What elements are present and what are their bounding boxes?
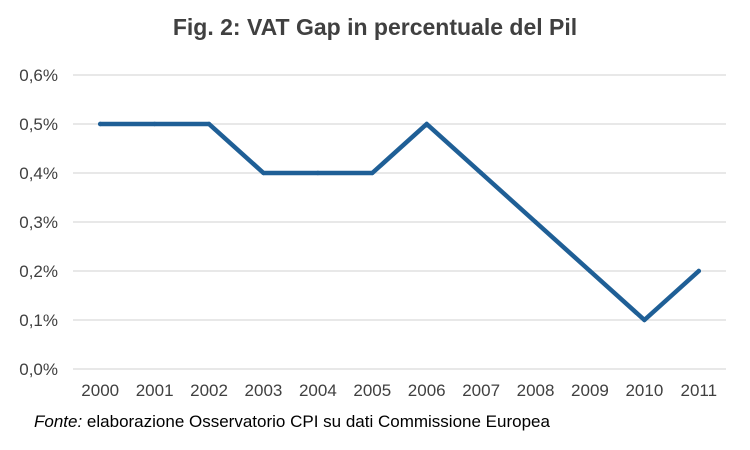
x-tick-label: 2009 (571, 381, 609, 400)
x-tick-label: 2001 (136, 381, 174, 400)
x-tick-label: 2005 (353, 381, 391, 400)
source-note: Fonte: elaborazione Osservatorio CPI su … (34, 412, 550, 432)
data-point (315, 170, 321, 176)
data-point (261, 170, 266, 176)
y-tick-label: 0,2% (19, 262, 58, 281)
data-point (424, 121, 429, 127)
x-tick-label: 2007 (462, 381, 500, 400)
x-tick-label: 2004 (299, 381, 337, 400)
y-tick-label: 0,3% (19, 213, 58, 232)
data-point (206, 121, 212, 127)
x-tick-labels: 2000 2001 2002 2003 2004 2005 2006 2007 2008 2009… (81, 381, 717, 400)
x-tick-label: 2008 (517, 381, 555, 400)
x-tick-label: 2006 (408, 381, 446, 400)
data-point (533, 219, 538, 225)
data-point (370, 170, 375, 176)
data-point (642, 317, 647, 323)
source-text: elaborazione Osservatorio CPI su dati Co… (82, 412, 550, 431)
x-tick-label: 2000 (81, 381, 119, 400)
y-tick-label: 0,0% (19, 360, 58, 379)
line-chart: 0,0%0,1%0,2%0,3%0,4%0,5%0,6% 2000 2001 200… (19, 66, 726, 400)
x-tick-label: 2010 (625, 381, 663, 400)
grid-lines (73, 74, 726, 370)
y-tick-label: 0,6% (19, 66, 58, 85)
data-point (478, 170, 484, 176)
y-tick-label: 0,5% (19, 115, 58, 134)
data-point (696, 268, 701, 274)
chart-title: Fig. 2: VAT Gap in percentuale del Pil (172, 14, 578, 40)
data-point (98, 121, 103, 127)
y-tick-labels: 0,0% 0,1% 0,2% 0,3% 0,4% 0,5% 0,6% (19, 66, 58, 379)
source-label: Fonte: (34, 412, 83, 431)
x-tick-label: 2011 (681, 381, 718, 400)
data-point (152, 121, 157, 127)
x-tick-label: 2002 (190, 381, 228, 400)
series-layer (97, 121, 702, 323)
series-line (97, 121, 702, 323)
y-tick-label: 0,1% (19, 311, 58, 330)
x-tick-label: 2003 (245, 381, 283, 400)
data-point (587, 268, 593, 274)
y-tick-label: 0,4% (19, 164, 58, 183)
